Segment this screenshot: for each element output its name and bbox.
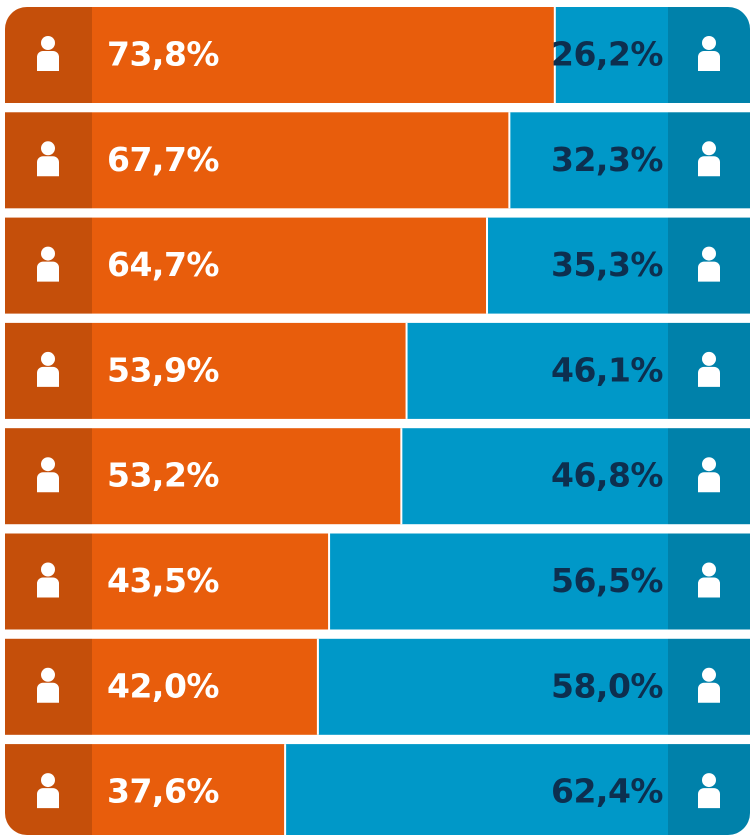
row-icon: [698, 667, 720, 703]
icon-head: [702, 351, 716, 366]
row-icon: [37, 457, 60, 493]
value-label: 35,3%: [551, 245, 663, 284]
value-label: 42,0%: [107, 666, 219, 705]
icon-head: [702, 667, 716, 682]
icon-body: [37, 682, 60, 703]
icon-body: [37, 472, 60, 493]
row-icon: [698, 141, 720, 177]
icon-head: [41, 457, 55, 472]
icon-body: [37, 366, 60, 387]
value-label: 43,5%: [107, 561, 219, 600]
value-label: 46,8%: [551, 456, 663, 495]
row-icon: [37, 773, 60, 809]
icon-body: [698, 682, 720, 703]
row-icon: [37, 246, 60, 282]
bar-segment: [5, 217, 488, 314]
icon-body: [37, 261, 60, 282]
value-label: 56,5%: [551, 561, 663, 600]
icon-head: [41, 351, 55, 366]
bar-segment: [401, 428, 750, 525]
icon-head: [41, 562, 55, 577]
value-label: 46,1%: [551, 350, 663, 389]
icon-head: [702, 562, 716, 577]
row-icon: [37, 667, 60, 703]
icon-head: [702, 457, 716, 472]
bar-segment: [5, 7, 555, 103]
row-icon: [698, 36, 720, 71]
bar-segment: [317, 638, 750, 735]
row-icon: [37, 141, 60, 177]
bar-segment: [5, 112, 510, 209]
row-icon: [37, 36, 59, 71]
value-label: 67,7%: [107, 140, 219, 179]
icon-head: [41, 36, 55, 50]
row-icon: [698, 562, 720, 598]
value-label: 58,0%: [551, 666, 663, 705]
row-icon: [698, 351, 720, 387]
icon-body: [698, 472, 720, 493]
icon-body: [698, 788, 720, 809]
row-icon: [37, 562, 60, 598]
icon-head: [41, 773, 55, 788]
icon-head: [41, 246, 55, 261]
bar-segment: [5, 533, 330, 630]
value-label: 53,9%: [107, 350, 219, 389]
icon-body: [698, 156, 720, 177]
row-icon: [37, 351, 60, 387]
icon-head: [702, 36, 716, 50]
value-label: 32,3%: [551, 140, 663, 179]
value-label: 53,2%: [107, 456, 219, 495]
bar-segment: [5, 428, 402, 525]
row-icon: [698, 457, 720, 493]
bar-segment: [5, 322, 407, 419]
value-label: 73,8%: [107, 35, 219, 74]
value-label: 37,6%: [107, 772, 219, 811]
icon-head: [702, 773, 716, 788]
bar-segment: [406, 322, 750, 419]
icon-head: [702, 246, 716, 261]
value-label: 26,2%: [551, 35, 663, 74]
value-label: 64,7%: [107, 245, 219, 284]
row-icon: [698, 773, 720, 809]
icon-head: [702, 141, 716, 156]
bar-segment: [285, 744, 750, 835]
icon-body: [37, 788, 60, 809]
icon-body: [698, 577, 720, 598]
icon-body: [37, 156, 60, 177]
bar-segment: [329, 533, 750, 630]
value-label: 62,4%: [551, 772, 663, 811]
icon-body: [698, 366, 720, 387]
icon-head: [41, 667, 55, 682]
icon-head: [41, 141, 55, 156]
plot-area: [5, 7, 750, 835]
row-icon: [698, 246, 720, 282]
icon-body: [37, 577, 60, 598]
icon-body: [37, 51, 59, 71]
icon-body: [698, 261, 720, 282]
icon-body: [698, 51, 720, 71]
